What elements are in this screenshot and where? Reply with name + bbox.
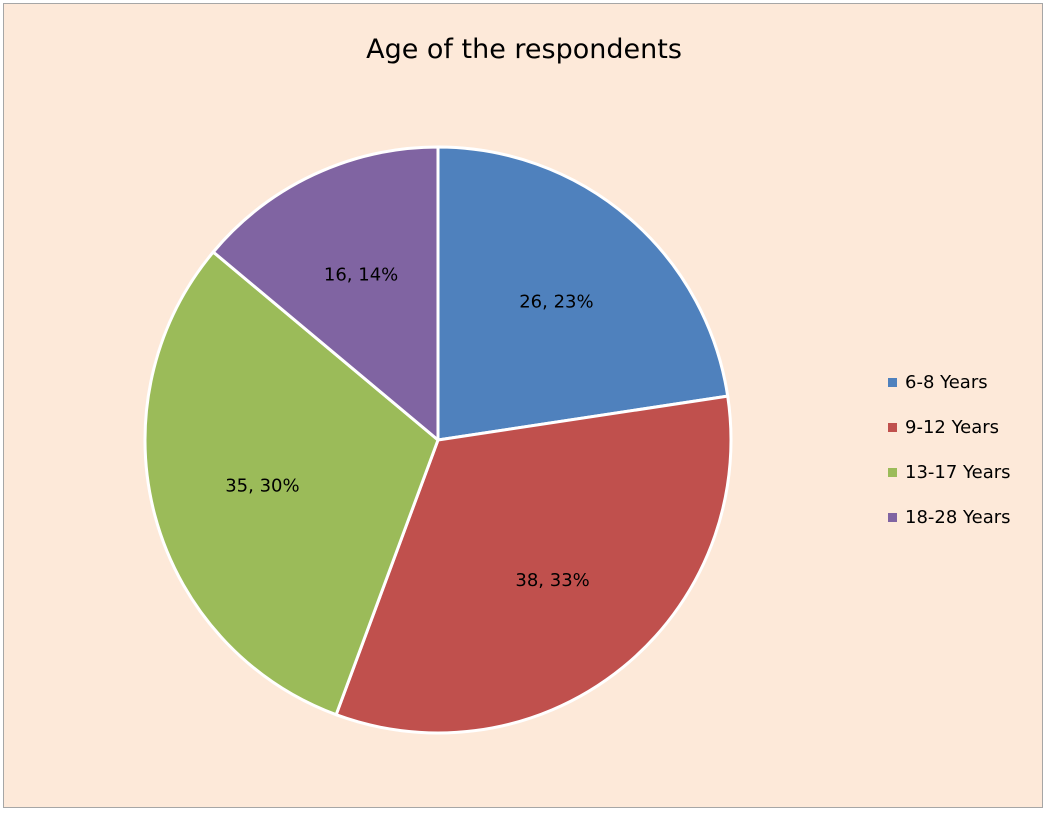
data-label-6-8-years: 26, 23% (519, 291, 593, 312)
legend-item-18-28-years: 18-28 Years (888, 495, 1011, 540)
chart-area: Age of the respondents 26, 23% 38, 33% 35,… (3, 3, 1043, 808)
legend-label-9-12-years: 9-12 Years (905, 417, 1000, 438)
legend-label-6-8-years: 6-8 Years (905, 372, 988, 393)
legend-swatch-6-8-years (888, 378, 897, 387)
pie-slice-13-17-years (143, 250, 440, 717)
legend-swatch-13-17-years (888, 468, 897, 477)
pie-chart: 26, 23% 38, 33% 35, 30% 16, 14% (143, 145, 733, 735)
legend-item-13-17-years: 13-17 Years (888, 450, 1011, 495)
legend: 6-8 Years 9-12 Years 13-17 Years 18-28 Y… (888, 360, 1011, 540)
data-label-9-12-years: 38, 33% (515, 570, 589, 591)
pie-slice-9-12-years (334, 394, 733, 735)
chart-title: Age of the respondents (366, 34, 682, 65)
data-label-18-28-years: 16, 14% (324, 264, 398, 285)
legend-swatch-9-12-years (888, 423, 897, 432)
data-label-13-17-years: 35, 30% (225, 476, 299, 497)
legend-label-13-17-years: 13-17 Years (905, 462, 1011, 483)
pie-slice-6-8-years (436, 145, 730, 442)
pie-slice-18-28-years (211, 145, 440, 442)
legend-swatch-18-28-years (888, 513, 897, 522)
legend-label-18-28-years: 18-28 Years (905, 507, 1011, 528)
legend-item-6-8-years: 6-8 Years (888, 360, 1011, 405)
legend-item-9-12-years: 9-12 Years (888, 405, 1011, 450)
